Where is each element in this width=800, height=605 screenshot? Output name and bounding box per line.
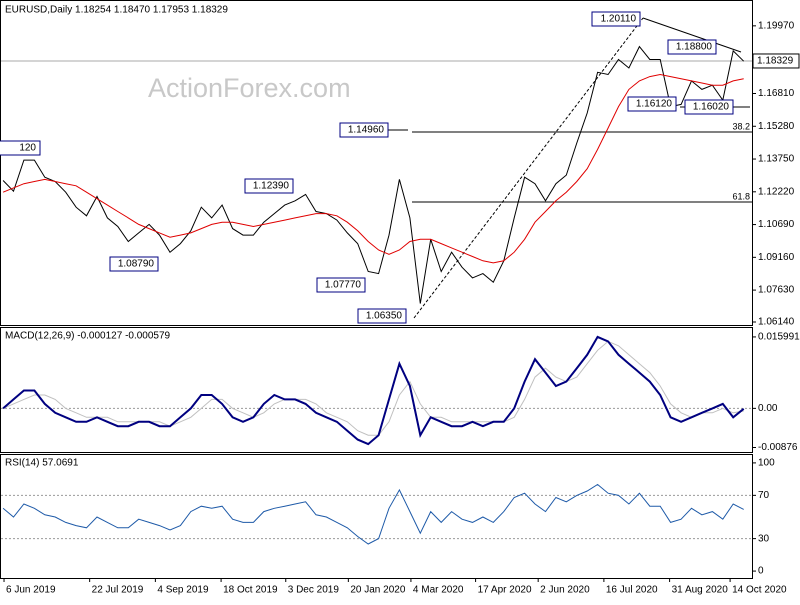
x-tick-label: 20 Jan 2020 xyxy=(350,585,405,596)
annotation-label: 120 xyxy=(19,143,36,154)
fib-label: 38.2 xyxy=(732,121,750,131)
x-tick-label: 18 Oct 2019 xyxy=(223,585,278,596)
x-tick-label: 14 Oct 2020 xyxy=(732,585,787,596)
annotation-label: 1.16120 xyxy=(636,99,673,110)
y-tick-label: 1.16810 xyxy=(758,88,795,99)
price-panel xyxy=(0,0,753,326)
series-line xyxy=(2,483,744,545)
rsi-header: RSI(14) 57.0691 xyxy=(5,458,79,469)
annotation-box xyxy=(339,122,389,138)
watermark: ActionForex.com xyxy=(148,73,351,103)
y-tick-label: 1.06140 xyxy=(758,317,795,328)
x-tick-label: 17 Apr 2020 xyxy=(478,585,532,596)
y-tick-label: -0.00876 xyxy=(758,442,798,453)
rsi-panel xyxy=(0,454,753,579)
annotation-box xyxy=(591,11,641,27)
y-tick-label: 1.10690 xyxy=(758,219,795,230)
macd-header: MACD(12,26,9) -0.000127 -0.000579 xyxy=(5,331,171,342)
y-tick-label: 1.09160 xyxy=(758,252,795,263)
annotation-box xyxy=(357,308,407,324)
annotation-label: 1.08790 xyxy=(118,259,155,270)
x-tick-label: 4 Sep 2019 xyxy=(157,585,209,596)
last-price-label: 1.18329 xyxy=(757,56,794,67)
y-tick-label: 100 xyxy=(758,458,775,469)
series-line xyxy=(2,73,744,264)
annotation-box xyxy=(0,140,41,156)
y-tick-label: 1.12220 xyxy=(758,186,795,197)
x-tick-label: 6 Jun 2019 xyxy=(6,585,56,596)
fib-label: 61.8 xyxy=(732,191,750,201)
y-tick-label: 1.19970 xyxy=(758,20,795,31)
series-line xyxy=(2,340,744,436)
annotation-box xyxy=(667,39,717,55)
y-tick-label: 0.015991 xyxy=(758,332,800,343)
macd-panel xyxy=(0,327,753,453)
annotation-box xyxy=(109,256,159,272)
annotation-label: 1.16020 xyxy=(693,102,730,113)
x-tick-label: 2 Jun 2020 xyxy=(540,585,590,596)
y-tick-label: 1.07630 xyxy=(758,285,795,296)
annotation-label: 1.06350 xyxy=(366,311,403,322)
trendline xyxy=(642,17,742,53)
x-tick-label: 3 Dec 2019 xyxy=(288,585,340,596)
trendline xyxy=(413,17,644,319)
x-tick-label: 16 Jul 2020 xyxy=(606,585,658,596)
last-price-box xyxy=(752,53,800,69)
y-tick-label: 70 xyxy=(758,490,770,501)
annotation-box xyxy=(627,96,677,112)
annotation-box xyxy=(244,178,294,194)
y-tick-label: 1.15280 xyxy=(758,121,795,132)
y-tick-label: 0 xyxy=(758,566,764,577)
annotation-box xyxy=(316,277,366,293)
series-line xyxy=(2,45,745,304)
price-header: EURUSD,Daily 1.18254 1.18470 1.17953 1.1… xyxy=(5,5,228,16)
y-tick-label: 30 xyxy=(758,533,770,544)
annotation-box xyxy=(684,99,734,115)
x-tick-label: 22 Jul 2019 xyxy=(92,585,144,596)
series-line xyxy=(2,335,745,446)
annotation-label: 1.12390 xyxy=(253,181,290,192)
trendlines xyxy=(340,17,752,319)
y-tick-label: 0.00 xyxy=(758,403,778,414)
x-tick-label: 4 Mar 2020 xyxy=(413,585,464,596)
annotation-label: 1.14960 xyxy=(348,125,385,136)
annotation-label: 1.18800 xyxy=(676,42,713,53)
annotation-label: 1.07770 xyxy=(325,280,362,291)
x-tick-label: 31 Aug 2020 xyxy=(672,585,729,596)
annotation-label: 1.20110 xyxy=(601,14,637,25)
y-tick-label: 1.13750 xyxy=(758,154,795,165)
